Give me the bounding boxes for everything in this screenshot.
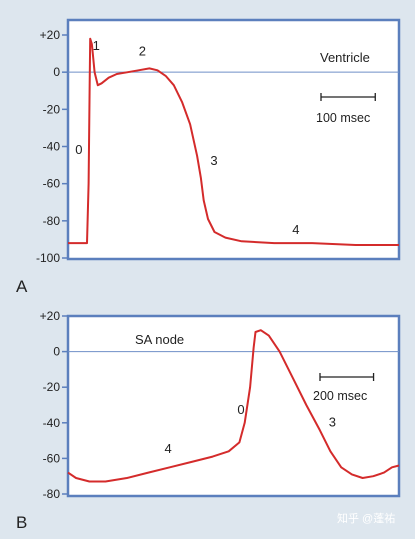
phase-label-4: 4 xyxy=(292,222,299,237)
phase-label-1: 1 xyxy=(93,38,100,53)
panel-b-label: B xyxy=(16,513,27,532)
panel-b: +20 0 -20 -40 -60 -80 4 0 3 SA node 200 msec B xyxy=(16,309,401,532)
y-tick-label: -40 xyxy=(43,140,61,154)
panel-b-action-potential-curve xyxy=(67,329,400,483)
phase-label-4: 4 xyxy=(165,441,172,456)
panel-a-frame xyxy=(66,18,401,261)
scale-bar-label: 200 msec xyxy=(313,389,367,403)
y-tick-label: 0 xyxy=(53,65,60,79)
panel-b-phase-labels: 4 0 3 xyxy=(165,402,336,456)
panel-b-title: SA node xyxy=(135,332,184,347)
phase-label-3: 3 xyxy=(210,153,217,168)
watermark: 知乎 @蓬祐 xyxy=(337,511,395,525)
phase-label-0: 0 xyxy=(237,402,244,417)
scale-bar-line xyxy=(320,93,376,101)
panel-a-phase-labels: 0 1 2 3 4 xyxy=(75,38,299,237)
y-tick-label: +20 xyxy=(40,28,61,42)
y-tick-label: -100 xyxy=(36,251,60,265)
panel-a-title: Ventricle xyxy=(320,50,370,65)
scale-bar-line xyxy=(319,373,375,381)
panel-a-label: A xyxy=(16,277,28,296)
panel-b-scale-bar: 200 msec xyxy=(313,373,375,403)
y-tick-label: -40 xyxy=(43,416,61,430)
y-tick-label: -20 xyxy=(43,380,61,394)
panel-a: +20 0 -20 -40 -60 -80 -100 0 1 2 3 4 Ventricle 100… xyxy=(16,18,401,296)
panel-a-scale-bar: 100 msec xyxy=(316,93,376,125)
panel-a-action-potential-curve xyxy=(68,37,399,246)
y-tick-label: +20 xyxy=(40,309,61,323)
panel-b-frame xyxy=(66,314,401,498)
phase-label-3: 3 xyxy=(329,414,336,429)
scale-bar-label: 100 msec xyxy=(316,111,370,125)
y-tick-label: -80 xyxy=(43,214,61,228)
panel-a-y-axis: +20 0 -20 -40 -60 -80 -100 xyxy=(36,28,68,265)
y-tick-label: -60 xyxy=(43,177,61,191)
y-tick-label: 0 xyxy=(53,345,60,359)
phase-label-0: 0 xyxy=(75,142,82,157)
y-tick-label: -80 xyxy=(43,487,61,501)
y-tick-label: -20 xyxy=(43,102,61,116)
phase-label-2: 2 xyxy=(139,43,146,58)
panel-b-y-axis: +20 0 -20 -40 -60 -80 xyxy=(40,309,68,501)
y-tick-label: -60 xyxy=(43,451,61,465)
